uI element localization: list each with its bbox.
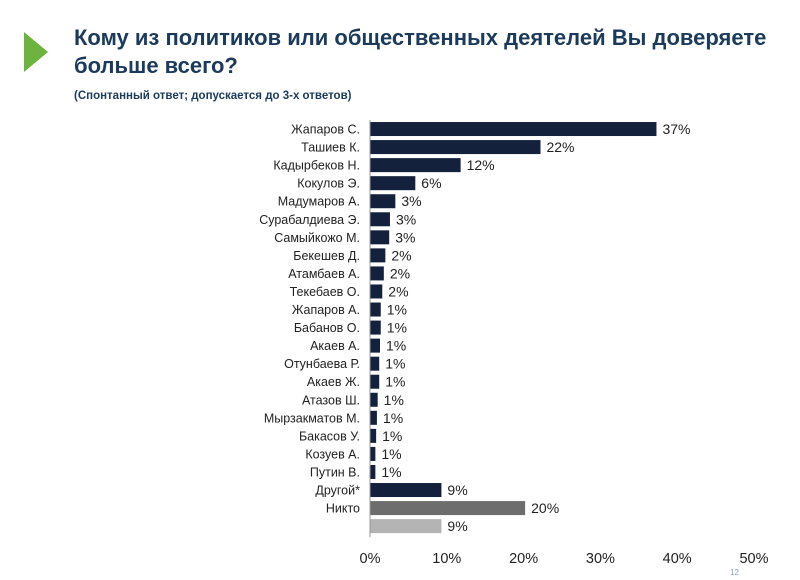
bar — [370, 501, 526, 516]
value-label: 1% — [383, 410, 403, 426]
x-tick-label: 50% — [739, 551, 768, 567]
bar — [370, 248, 386, 263]
category-label: Бабанов О. — [294, 321, 360, 335]
category-label: Атазов Ш. — [302, 393, 360, 407]
value-label: 9% — [447, 482, 467, 498]
x-tick-label: 20% — [509, 551, 538, 567]
bar — [370, 176, 416, 191]
bar — [370, 446, 376, 461]
bar — [370, 194, 396, 209]
bar — [370, 374, 380, 389]
value-label: 3% — [395, 229, 415, 245]
bar — [370, 140, 541, 155]
bar — [370, 158, 461, 173]
x-tick-label: 30% — [586, 551, 615, 567]
category-label: Самыйкожо М. — [274, 231, 360, 245]
bar — [370, 483, 442, 498]
category-label: Жапаров С. — [291, 123, 360, 137]
category-label: Другой* — [315, 484, 360, 498]
value-label: 6% — [421, 175, 441, 191]
bar — [370, 464, 376, 479]
bar — [370, 212, 390, 227]
category-label: Текебаев О. — [290, 285, 360, 299]
slide-number: 12 — [730, 568, 739, 577]
bar — [370, 122, 657, 137]
value-label: 22% — [546, 139, 574, 155]
category-label: Мадумаров А. — [278, 195, 360, 209]
value-label: 9% — [447, 518, 467, 534]
value-label: 12% — [467, 157, 495, 173]
value-label: 1% — [387, 302, 407, 318]
bar — [370, 410, 377, 425]
bar — [370, 338, 380, 353]
value-label: 2% — [388, 283, 408, 299]
category-label: Бакасов У. — [299, 429, 360, 443]
category-label: Бекешев Д. — [293, 249, 360, 263]
value-label: 2% — [391, 247, 411, 263]
bar — [370, 428, 377, 443]
category-label: Атамбаев А. — [288, 267, 360, 281]
value-label: 37% — [662, 121, 690, 137]
x-tick-label: 0% — [360, 551, 381, 567]
value-label: 1% — [384, 392, 404, 408]
category-label: Акаев А. — [310, 339, 360, 353]
bar — [370, 519, 442, 534]
value-label: 2% — [390, 265, 410, 281]
value-label: 20% — [531, 500, 559, 516]
category-label: Кокулов Э. — [297, 177, 360, 191]
category-label: Сурабалдиева Э. — [259, 213, 360, 227]
page-title: Кому из политиков или общественных деяте… — [74, 25, 767, 78]
category-label: Отунбаева Р. — [284, 357, 360, 371]
value-label: 1% — [387, 320, 407, 336]
value-label: 1% — [381, 464, 401, 480]
value-label: 3% — [401, 193, 421, 209]
category-label: Козуев А. — [305, 447, 360, 461]
category-label: Кадырбеков Н. — [273, 159, 360, 173]
category-label: Никто — [326, 502, 360, 516]
value-label: 1% — [385, 374, 405, 390]
category-label: Жапаров А. — [292, 303, 360, 317]
bar — [370, 230, 390, 245]
x-tick-label: 10% — [432, 551, 461, 567]
x-tick-label: 40% — [663, 551, 692, 567]
category-label: Мырзакматов М. — [264, 411, 360, 425]
bar — [370, 392, 378, 407]
bar — [370, 266, 384, 281]
accent-arrow — [24, 32, 48, 72]
bar — [370, 302, 381, 317]
category-label: Ташиев К. — [301, 141, 360, 155]
value-label: 1% — [382, 428, 402, 444]
page-subtitle: (Спонтанный ответ; допускается до 3-х от… — [74, 90, 352, 102]
bar — [370, 356, 380, 371]
bar — [370, 284, 383, 299]
value-label: 1% — [381, 446, 401, 462]
value-label: 1% — [385, 356, 405, 372]
value-label: 3% — [396, 211, 416, 227]
category-label: Акаев Ж. — [307, 375, 360, 389]
value-label: 1% — [386, 338, 406, 354]
category-label: Путин В. — [310, 465, 360, 479]
bar — [370, 320, 381, 335]
